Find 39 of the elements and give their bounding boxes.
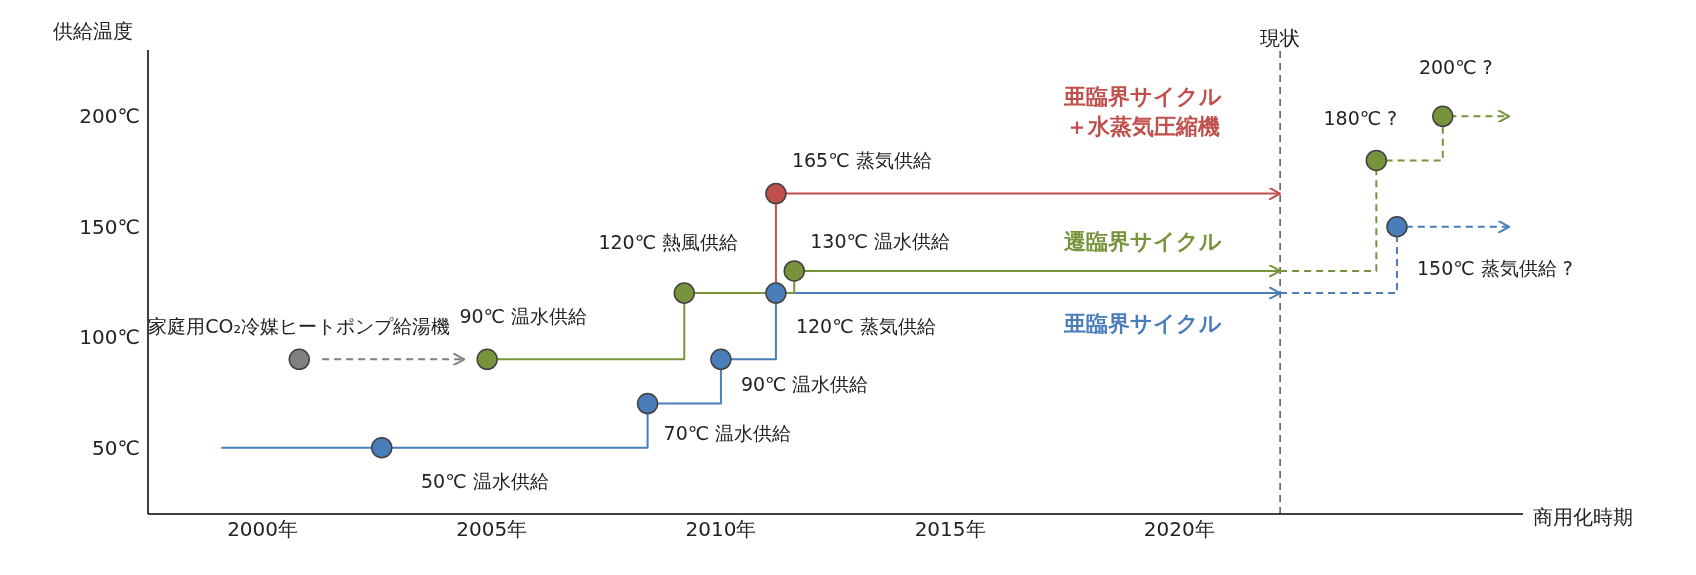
annotation: 200℃ ? xyxy=(1418,56,1493,79)
text: 亜臨界サイクル＋水蒸気圧縮機 xyxy=(1063,83,1223,139)
annotation: 90℃ 温水供給 xyxy=(740,373,869,396)
point xyxy=(476,348,498,371)
annotation: 家庭用CO₂冷媒ヒートポンプ給湯機 xyxy=(148,315,451,338)
y-tick-label: 100℃ xyxy=(79,325,140,350)
annotation: 50℃ 温水供給 xyxy=(420,469,549,492)
x-tick-label: 2020年 xyxy=(1143,517,1215,542)
annotation: 70℃ 温水供給 xyxy=(663,421,792,444)
point xyxy=(673,282,695,304)
point xyxy=(783,260,805,282)
annotation: 150℃ 蒸気供給 ? xyxy=(1416,256,1573,279)
point xyxy=(710,348,732,371)
x-tick-label: 2005年 xyxy=(456,517,528,542)
point xyxy=(1365,149,1388,172)
x-axis-title: 商用化時期 xyxy=(1533,505,1633,529)
point xyxy=(636,392,659,415)
x-tick-label: 2000年 xyxy=(227,517,299,542)
ref-line-label: 現状 xyxy=(1260,26,1301,50)
point xyxy=(765,282,787,304)
x-tick-label: 2015年 xyxy=(914,517,986,542)
point xyxy=(371,436,393,459)
annotation: 120℃ 蒸気供給 xyxy=(795,315,936,338)
annotation: 90℃ 温水供給 xyxy=(459,305,587,328)
annotation: 130℃ 温水供給 xyxy=(810,229,950,252)
point xyxy=(288,348,310,371)
y-tick-label: 50℃ xyxy=(92,435,140,460)
annotation: 120℃ 熱風供給 xyxy=(598,231,739,254)
y-tick-label: 200℃ xyxy=(79,104,140,129)
annotation: 165℃ 蒸気供給 xyxy=(791,148,932,171)
series-label: 遷臨界サイクル xyxy=(1064,228,1223,254)
x-tick-label: 2010年 xyxy=(685,517,757,542)
series-label: 亜臨界サイクル xyxy=(1063,311,1223,337)
y-axis-title: 供給温度 xyxy=(53,19,133,43)
point xyxy=(1386,216,1408,238)
point xyxy=(765,182,787,205)
annotation: 180℃ ? xyxy=(1323,107,1398,130)
point xyxy=(1432,105,1454,128)
y-tick-label: 150℃ xyxy=(79,214,140,239)
